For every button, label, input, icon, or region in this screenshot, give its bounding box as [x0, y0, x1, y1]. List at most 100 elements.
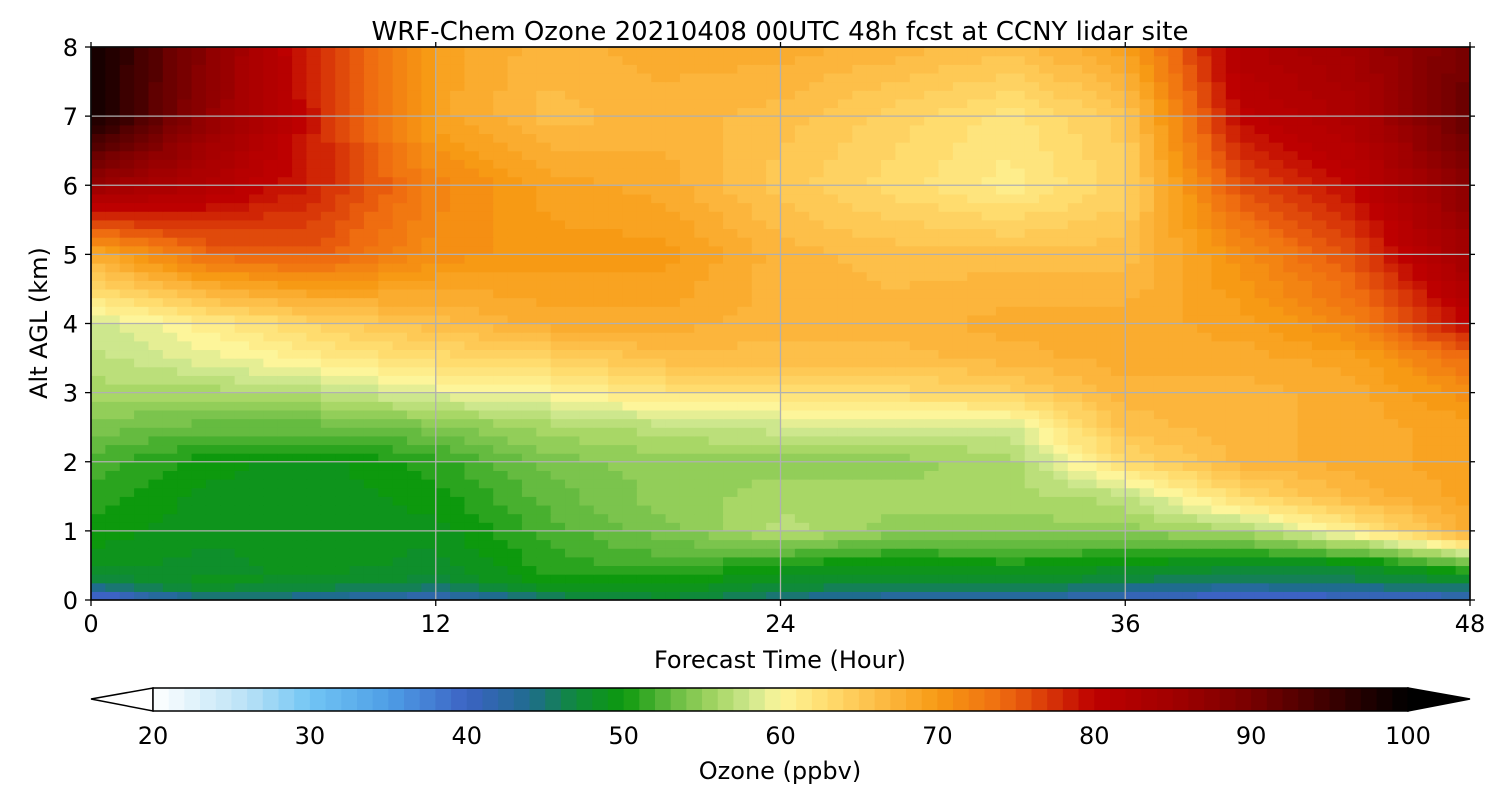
ozone-cell — [1096, 401, 1112, 411]
ozone-cell — [349, 392, 365, 402]
ozone-cell — [1369, 461, 1385, 471]
ozone-cell — [837, 418, 853, 428]
ozone-cell — [1311, 539, 1327, 549]
ozone-cell — [1311, 306, 1327, 316]
ozone-cell — [478, 271, 494, 281]
ozone-cell — [292, 366, 308, 376]
ozone-cell — [1283, 522, 1299, 532]
ozone-cell — [1441, 271, 1457, 281]
ozone-cell — [1039, 444, 1055, 454]
ozone-cell — [378, 427, 394, 437]
ozone-cell — [579, 297, 595, 307]
ozone-cell — [1426, 237, 1442, 247]
ozone-cell — [464, 237, 480, 247]
ozone-cell — [148, 504, 164, 515]
ozone-cell — [1441, 245, 1457, 255]
ozone-cell — [593, 375, 609, 385]
ozone-cell — [493, 358, 509, 368]
ozone-cell — [636, 401, 652, 411]
ozone-cell — [622, 332, 638, 342]
ozone-cell — [1412, 193, 1428, 204]
ozone-cell — [550, 193, 566, 204]
ozone-cell — [1153, 565, 1169, 575]
ozone-cell — [277, 530, 293, 541]
ozone-cell — [1197, 340, 1213, 351]
ozone-cell — [363, 522, 379, 532]
ozone-cell — [1125, 461, 1141, 471]
ozone-cell — [1110, 185, 1126, 195]
ozone-cell — [723, 453, 738, 463]
ozone-cell — [234, 349, 250, 359]
ozone-cell — [378, 574, 394, 584]
ozone-cell — [134, 565, 150, 575]
ozone-cell — [234, 358, 250, 368]
ozone-cell — [119, 548, 135, 558]
ozone-cell — [794, 219, 810, 230]
ozone-cell — [220, 167, 236, 178]
ozone-cell — [220, 427, 236, 437]
ozone-cell — [1082, 383, 1098, 394]
ozone-cell — [780, 254, 796, 264]
ozone-cell — [1024, 366, 1040, 376]
ozone-cell — [1268, 565, 1284, 575]
ozone-cell — [924, 470, 940, 480]
ozone-cell — [766, 392, 782, 402]
ozone-cell — [249, 565, 264, 575]
ozone-cell — [622, 539, 638, 549]
ozone-cell — [421, 513, 437, 523]
ozone-cell — [335, 409, 351, 420]
ozone-cell — [292, 219, 308, 230]
ozone-cell — [1010, 574, 1026, 584]
ozone-cell — [1096, 193, 1112, 204]
ozone-cell — [766, 167, 782, 178]
ozone-cell — [1398, 479, 1414, 489]
ozone-cell — [1383, 522, 1399, 532]
ozone-cell — [464, 392, 480, 402]
ozone-cell — [1096, 159, 1112, 169]
ozone-cell — [148, 375, 164, 385]
ozone-cell — [1412, 366, 1428, 376]
ozone-cell — [952, 539, 968, 549]
ozone-cell — [1024, 202, 1040, 212]
ozone-cell — [177, 297, 193, 307]
ozone-cell — [1053, 574, 1069, 584]
ozone-cell — [148, 366, 164, 376]
ozone-cell — [306, 574, 322, 584]
ozone-cell — [651, 159, 667, 169]
ozone-cell — [794, 288, 810, 299]
ozone-cell — [1441, 202, 1457, 212]
ozone-cell — [766, 470, 782, 480]
ozone-cell — [909, 556, 925, 567]
ozone-cell — [837, 548, 853, 558]
ozone-cell — [306, 453, 322, 463]
ozone-cell — [91, 202, 106, 212]
ozone-cell — [737, 263, 753, 273]
ozone-cell — [148, 418, 164, 428]
ozone-cell — [1225, 280, 1241, 290]
ozone-cell — [363, 228, 379, 238]
ozone-cell — [550, 150, 566, 160]
ozone-cell — [1139, 263, 1155, 273]
ozone-cell — [1311, 314, 1327, 325]
ozone-cell — [1153, 504, 1169, 515]
ozone-cell — [665, 435, 681, 446]
ozone-cell — [191, 280, 207, 290]
ozone-cell — [1067, 470, 1083, 480]
ozone-cell — [679, 453, 695, 463]
ozone-cell — [550, 245, 566, 255]
ozone-cell — [881, 167, 897, 178]
ozone-cell — [866, 418, 882, 428]
ozone-cell — [1398, 332, 1414, 342]
ozone-cell — [148, 349, 164, 359]
ozone-cell — [593, 159, 609, 169]
ozone-cell — [119, 297, 135, 307]
ozone-cell — [866, 375, 882, 385]
ozone-cell — [205, 453, 221, 463]
ozone-cell — [292, 479, 308, 489]
ozone-cell — [1369, 392, 1385, 402]
ozone-cell — [1297, 167, 1313, 178]
ozone-cell — [191, 496, 207, 506]
ozone-cell — [205, 461, 221, 471]
ozone-cell — [349, 418, 365, 428]
ozone-cell — [335, 323, 351, 333]
